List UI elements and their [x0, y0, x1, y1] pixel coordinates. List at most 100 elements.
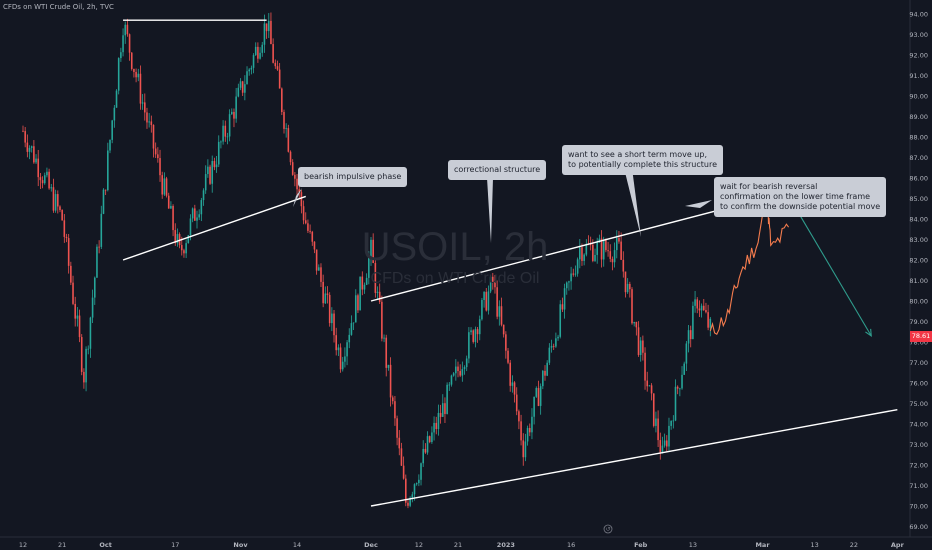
candle-body: [705, 310, 707, 313]
candle-body: [28, 147, 31, 152]
x-tick-label: 17: [171, 541, 179, 549]
candle-body: [248, 69, 250, 72]
y-tick-label: 90.00: [909, 93, 928, 101]
candle-body: [26, 142, 29, 152]
y-tick-label: 80.00: [909, 298, 928, 306]
scroll-icon-glyph: ↺: [605, 526, 610, 533]
candle-body: [328, 294, 331, 324]
trendline-3[interactable]: [370, 195, 772, 302]
candle-body: [411, 494, 414, 498]
callout-bearish-reversal[interactable]: wait for bearish reversal confirmation o…: [714, 177, 887, 217]
candle-body: [539, 386, 542, 406]
candle-body: [478, 319, 481, 335]
candle-body: [244, 84, 246, 93]
candle-body: [585, 243, 588, 255]
y-tick-label: 92.00: [909, 52, 928, 60]
candle-body: [350, 323, 353, 335]
candle-body: [435, 422, 438, 429]
candle-body: [607, 250, 609, 252]
candle-body: [544, 370, 546, 376]
candle-body: [276, 66, 279, 70]
candle-body: [602, 240, 605, 260]
x-tick-label: Oct: [99, 541, 112, 549]
candle-body: [400, 448, 403, 466]
candle-body: [311, 231, 314, 242]
candle-body: [413, 484, 416, 495]
x-tick-label: 13: [811, 541, 819, 549]
candle-body: [322, 281, 324, 304]
candle-body: [433, 422, 435, 433]
candle-body: [572, 273, 575, 275]
candle-body: [111, 120, 113, 140]
candle-body: [100, 213, 103, 247]
candle-body: [655, 418, 657, 426]
candle-body: [513, 382, 516, 395]
candle-body: [613, 250, 616, 263]
candle-body: [83, 371, 85, 383]
callout-short-term-move-up[interactable]: want to see a short term move up, to pot…: [562, 145, 724, 175]
x-axis-ticks: 12 21 Oct 17 Nov 14 Dec 12 21 2023 16 Feb 13 Mar 13 22 A…: [19, 541, 905, 549]
callout-bearish-impulsive[interactable]: bearish impulsive phase: [298, 167, 408, 187]
candle-body: [618, 238, 620, 242]
x-tick-label: Dec: [364, 541, 378, 549]
candle-body: [104, 189, 107, 191]
candle-body: [685, 343, 688, 364]
candle-body: [300, 192, 303, 207]
candle-body: [487, 291, 490, 311]
candle-body: [24, 131, 26, 143]
candle-body: [191, 208, 194, 219]
candle-body: [676, 386, 679, 389]
candle-body: [22, 130, 24, 132]
candle-body: [185, 243, 187, 254]
y-tick-label: 77.00: [909, 359, 928, 367]
candle-body: [694, 299, 696, 306]
candle-body: [698, 308, 701, 311]
candle-body: [43, 175, 46, 184]
candle-body: [383, 337, 385, 339]
candle-body: [289, 151, 292, 163]
trendline-4[interactable]: [370, 408, 898, 507]
candle-body: [176, 234, 179, 244]
candle-body: [272, 44, 274, 63]
candle-body: [220, 141, 222, 143]
candle-body: [557, 336, 559, 339]
y-tick-label: 73.00: [909, 441, 928, 449]
candle-body: [46, 171, 48, 176]
candle-body: [228, 114, 231, 137]
candle-body: [91, 297, 94, 318]
candle-body: [692, 305, 694, 340]
candle-body: [481, 300, 483, 320]
y-tick-label: 75.00: [909, 400, 928, 408]
scroll-icon[interactable]: [603, 524, 613, 534]
chart-title: CFDs on WTI Crude Oil, 2h, TVC: [3, 3, 114, 11]
candle-body: [161, 175, 163, 195]
candle-body: [615, 238, 618, 251]
arrow-shaft: [796, 210, 872, 337]
candle-body: [368, 257, 370, 278]
candle-body: [370, 239, 372, 258]
y-tick-label: 88.00: [909, 134, 928, 142]
candle-body: [207, 166, 209, 175]
candle-body: [54, 194, 57, 211]
callout-correctional-structure[interactable]: correctional structure: [448, 160, 547, 180]
candle-body: [231, 111, 233, 115]
candle-body: [141, 102, 144, 104]
watermark: USOIL, 2h CFDs on WTI Crude Oil: [345, 225, 565, 289]
candle-body: [609, 251, 612, 259]
candle-body: [663, 440, 666, 446]
candle-body: [428, 436, 431, 443]
candle-body: [515, 394, 518, 412]
trendline-2[interactable]: [122, 195, 306, 261]
x-tick-label: 22: [850, 541, 858, 549]
candle-body: [33, 146, 35, 163]
candle-body: [681, 374, 683, 389]
candle-body: [320, 267, 322, 282]
candle-body: [520, 421, 522, 441]
candle-body: [455, 366, 457, 374]
candle-body: [537, 388, 540, 406]
candles: [22, 12, 712, 509]
candle-body: [385, 337, 388, 368]
y-tick-label: 89.00: [909, 113, 928, 121]
candle-body: [552, 345, 555, 347]
